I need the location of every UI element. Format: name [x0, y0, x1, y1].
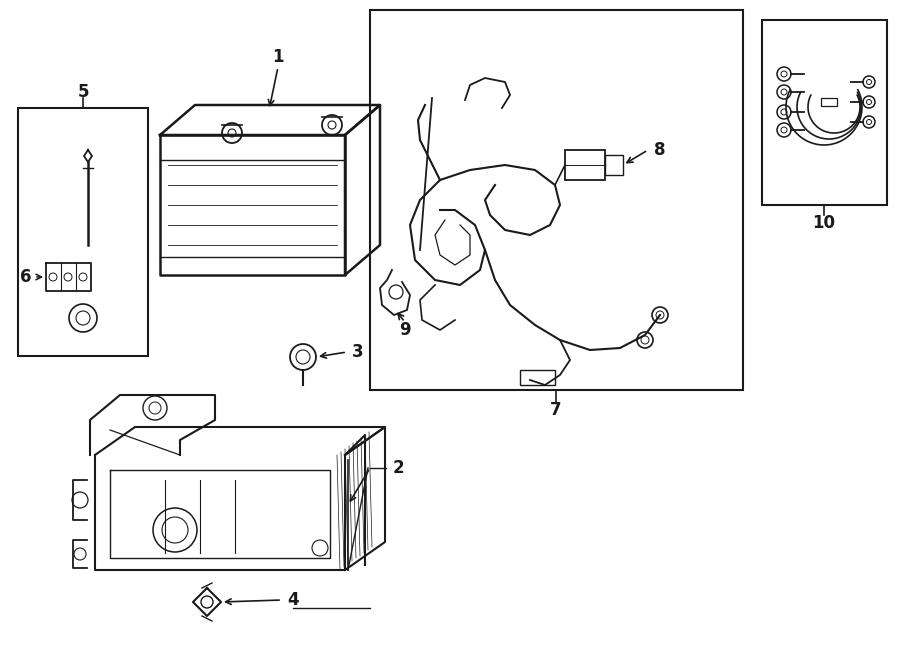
- Bar: [821, 98, 837, 106]
- Bar: [370, 10, 743, 390]
- Text: 2: 2: [392, 459, 404, 477]
- Bar: [520, 370, 555, 385]
- Text: 8: 8: [654, 141, 666, 159]
- Bar: [605, 155, 623, 175]
- Bar: [762, 20, 887, 205]
- Text: 7: 7: [550, 401, 562, 419]
- Text: 5: 5: [77, 83, 89, 101]
- Text: 1: 1: [273, 48, 284, 66]
- Bar: [565, 150, 605, 180]
- Bar: [18, 108, 148, 356]
- Text: 4: 4: [287, 591, 299, 609]
- Text: 10: 10: [813, 214, 835, 232]
- Text: 9: 9: [400, 321, 410, 339]
- Text: 3: 3: [352, 343, 364, 361]
- Text: 6: 6: [21, 268, 32, 286]
